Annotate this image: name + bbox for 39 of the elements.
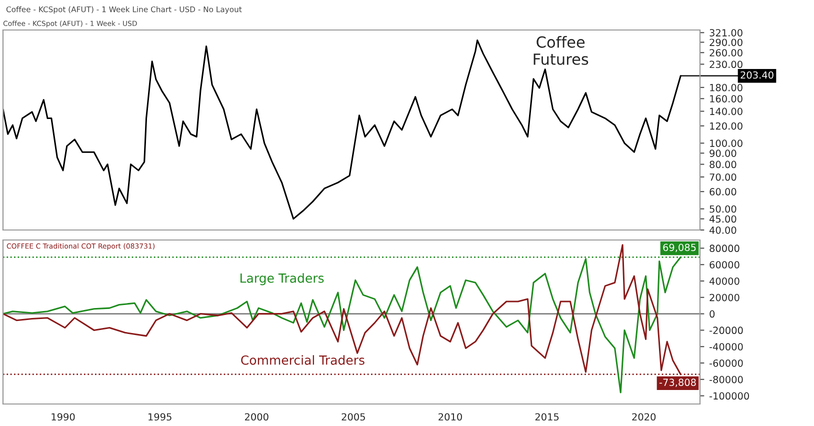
- y-tick-label: 40.00: [710, 226, 736, 234]
- x-tick-label: 2010: [438, 413, 462, 421]
- y-tick-label: -60000: [710, 359, 743, 367]
- y-tick-label: 260.00: [710, 49, 742, 56]
- series-label: Large Traders: [240, 273, 324, 286]
- y-tick-label: 20000: [710, 294, 740, 302]
- y-tick-label: 321.00: [710, 29, 742, 36]
- y-tick-label: 70.00: [710, 173, 736, 181]
- y-tick-label: 40000: [710, 277, 740, 285]
- x-tick-label: 2005: [342, 413, 365, 421]
- x-tick-label: 1995: [148, 413, 172, 421]
- x-tick-label: 2015: [535, 413, 559, 421]
- series-label: Commercial Traders: [241, 355, 364, 365]
- y-tick-label: 290.00: [710, 38, 742, 46]
- y-tick-label: 60000: [710, 261, 740, 268]
- y-tick-label: 80000: [710, 244, 740, 252]
- y-tick-label: 80.00: [710, 160, 736, 168]
- ref-line-label: 69,085: [663, 244, 696, 252]
- y-tick-label: 0: [710, 310, 715, 318]
- x-tick-label: 1990: [52, 413, 75, 421]
- annotation: 203.40: [740, 71, 774, 79]
- ref-line-label: -73,808: [659, 378, 696, 388]
- text: Coffee Futures: [534, 36, 588, 65]
- y-tick-label: 230.00: [710, 60, 742, 68]
- y-tick-label: -40000: [710, 343, 743, 350]
- y-tick-label: 180.00: [710, 84, 742, 92]
- y-tick-label: 50.00: [710, 205, 736, 213]
- y-tick-label: 120.00: [710, 122, 742, 130]
- y-tick-label: 160.00: [710, 95, 742, 102]
- y-tick-label: 90.00: [710, 150, 736, 157]
- y-tick-label: -100000: [710, 392, 750, 400]
- y-tick-label: -80000: [710, 376, 743, 384]
- y-tick-label: 60.00: [710, 188, 736, 196]
- y-tick-label: -20000: [710, 326, 743, 334]
- x-tick-label: 2000: [244, 413, 268, 421]
- x-tick-label: 2020: [632, 413, 656, 421]
- y-tick-label: 140.00: [710, 108, 742, 116]
- y-tick-label: 45.00: [710, 215, 736, 223]
- y-tick-label: 100.00: [710, 140, 742, 147]
